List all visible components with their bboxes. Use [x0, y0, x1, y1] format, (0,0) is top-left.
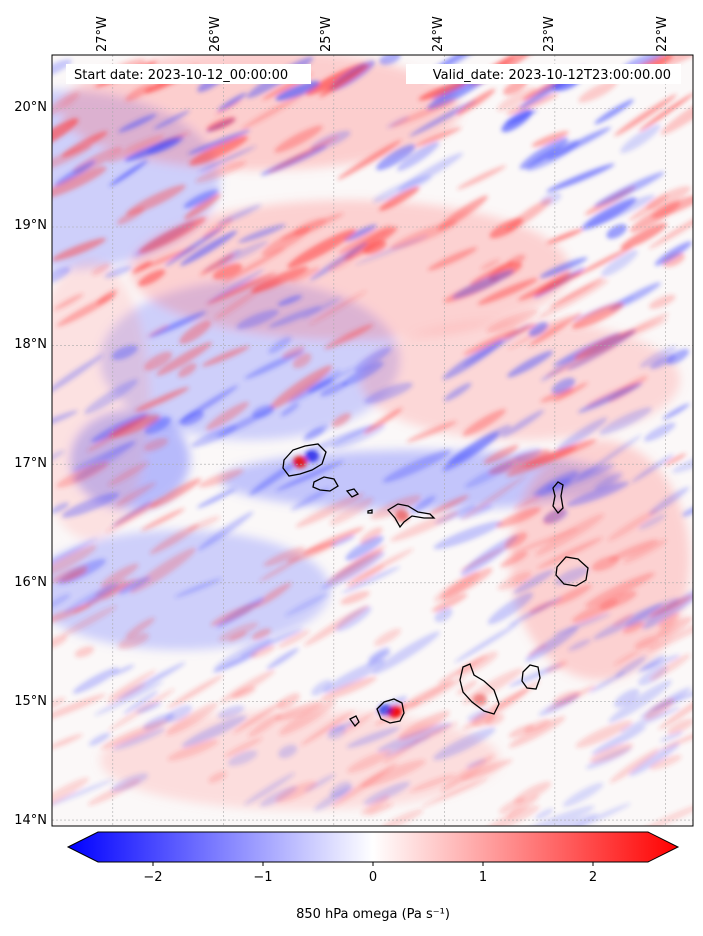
coastlines — [282, 443, 589, 728]
island-santo-antao — [282, 443, 327, 477]
island-santiago — [459, 663, 500, 715]
island-sao-vicente — [312, 476, 339, 492]
lat-tick-label: 18°N — [14, 337, 47, 352]
island-fogo — [376, 698, 405, 724]
island-sal — [552, 481, 564, 515]
start-date-annotation: Start date: 2023-10-12_00:00:00 — [66, 64, 311, 84]
gridlines — [52, 55, 693, 826]
lat-tick-label: 20°N — [14, 100, 47, 115]
lat-tick-labels: 20°N 19°N 18°N 17°N 16°N 15°N 14°N — [14, 100, 47, 828]
valid-date-text: Valid_date: 2023-10-12T23:00:00.00 — [433, 68, 671, 83]
lon-tick-label: 23°W — [542, 16, 557, 52]
colorbar-tick-label: −1 — [253, 870, 272, 885]
lat-tick-label: 16°N — [14, 575, 47, 590]
map-panel: Start date: 2023-10-12_00:00:00 Valid_da… — [51, 54, 694, 827]
island-raso — [367, 509, 373, 514]
lon-tick-label: 25°W — [319, 16, 334, 52]
island-santa-luzia — [345, 488, 360, 498]
start-date-text: Start date: 2023-10-12_00:00:00 — [74, 68, 288, 83]
lat-tick-label: 17°N — [14, 456, 47, 471]
lon-tick-labels: 27°W 26°W 25°W 24°W 23°W 22°W — [95, 16, 670, 52]
lat-tick-label: 15°N — [14, 694, 47, 709]
colorbar: −2 −1 0 1 2 850 hPa omega (Pa s⁻¹) — [66, 831, 680, 922]
colorbar-label: 850 hPa omega (Pa s⁻¹) — [296, 907, 450, 922]
island-sao-nicolau — [386, 503, 436, 529]
colorbar-tick-label: −2 — [143, 870, 162, 885]
island-maio — [521, 664, 541, 690]
colorbar-tick-label: 0 — [369, 870, 377, 885]
colorbar-body — [66, 831, 680, 863]
lon-tick-label: 24°W — [431, 16, 446, 52]
colorbar-tick-label: 1 — [479, 870, 487, 885]
valid-date-annotation: Valid_date: 2023-10-12T23:00:00.00 — [406, 64, 681, 84]
map-frame — [51, 54, 694, 827]
lon-tick-label: 26°W — [208, 16, 223, 52]
lat-tick-label: 19°N — [14, 218, 47, 233]
lon-tick-label: 27°W — [95, 16, 110, 52]
lon-tick-label: 22°W — [655, 16, 670, 52]
island-brava — [349, 715, 360, 728]
lat-tick-label: 14°N — [14, 813, 47, 828]
colorbar-tick-label: 2 — [589, 870, 597, 885]
island-boa-vista — [555, 556, 589, 587]
colorbar-ticks: −2 −1 0 1 2 — [143, 862, 597, 885]
